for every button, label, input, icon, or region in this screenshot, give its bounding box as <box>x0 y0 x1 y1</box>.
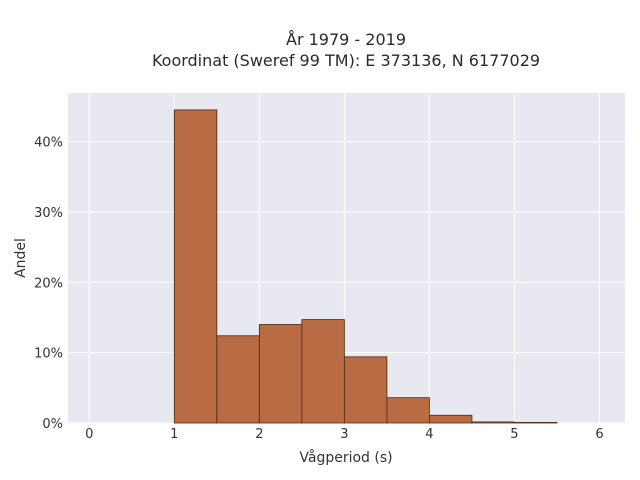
x-tick-label: 3 <box>340 427 348 442</box>
histogram-bar <box>343 356 388 424</box>
histogram-bar <box>173 109 218 424</box>
y-tick-label: 30% <box>34 206 63 221</box>
x-tick-label: 5 <box>510 427 518 442</box>
y-tick-label: 20% <box>34 276 63 291</box>
histogram-bar <box>258 324 303 424</box>
axis-ticks: 0 1 2 3 4 5 6 0% 10% 20% 30% 40% <box>34 136 604 442</box>
x-axis-title: Vågperiod (s) <box>299 449 392 466</box>
histogram-bar <box>514 422 558 424</box>
histogram-bar <box>301 319 345 424</box>
histogram-bar <box>386 397 430 424</box>
histogram-bar <box>216 335 260 424</box>
y-tick-label: 10% <box>34 347 63 362</box>
y-axis-title: Andel <box>13 238 29 278</box>
x-tick-label: 0 <box>85 427 93 442</box>
histogram-bar <box>471 421 515 424</box>
x-tick-label: 4 <box>425 427 433 442</box>
histogram-bars <box>173 109 558 424</box>
x-tick-label: 2 <box>255 427 263 442</box>
y-tick-label: 40% <box>34 136 63 151</box>
chart-title-line2: Koordinat (Sweref 99 TM): E 373136, N 61… <box>152 51 540 70</box>
x-tick-label: 1 <box>170 427 178 442</box>
histogram-bar <box>429 414 473 424</box>
y-tick-label: 0% <box>42 417 63 432</box>
x-tick-label: 6 <box>595 427 603 442</box>
chart-title-line1: År 1979 - 2019 <box>286 30 406 49</box>
